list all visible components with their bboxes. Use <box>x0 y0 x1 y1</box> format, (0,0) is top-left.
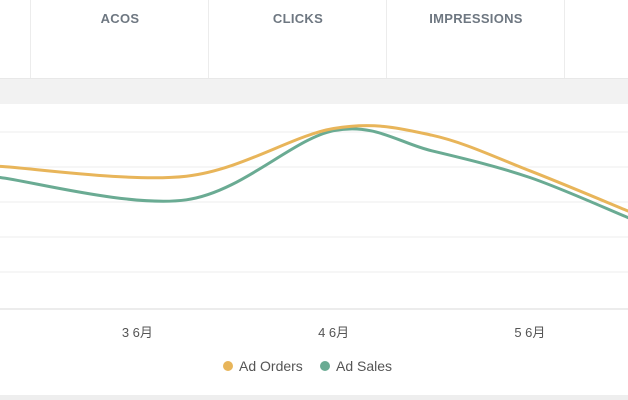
chart-series <box>0 124 628 220</box>
chart-legend: Ad Orders Ad Sales <box>223 358 392 374</box>
x-tick-label: 5 6月 <box>514 325 545 340</box>
chart-panel: 3 6月 4 6月 5 6月 Ad Orders Ad Sales <box>0 104 628 395</box>
metric-label-acos: ACOS <box>100 11 140 26</box>
metric-tab-clicks[interactable]: CLICKS <box>208 0 387 78</box>
legend-label[interactable]: Ad Sales <box>336 358 392 374</box>
metric-tab-partial-left[interactable] <box>0 0 30 78</box>
legend-label[interactable]: Ad Orders <box>239 358 303 374</box>
section-divider <box>0 79 628 104</box>
metrics-header: ACOS CLICKS IMPRESSIONS <box>0 0 628 79</box>
legend-swatch <box>223 361 233 371</box>
legend-swatch <box>320 361 330 371</box>
x-tick-label: 4 6月 <box>318 325 349 340</box>
metric-tab-acos[interactable]: ACOS <box>30 0 209 78</box>
metric-label-clicks: CLICKS <box>272 11 324 26</box>
line-chart: 3 6月 4 6月 5 6月 Ad Orders Ad Sales <box>0 124 628 374</box>
metric-tab-partial-right[interactable] <box>564 0 628 78</box>
chart-grid <box>0 131 628 310</box>
bottom-divider <box>0 395 628 400</box>
x-axis-ticks: 3 6月 4 6月 5 6月 <box>122 325 546 340</box>
metric-label-impressions: IMPRESSIONS <box>429 11 523 26</box>
metric-tab-impressions[interactable]: IMPRESSIONS <box>386 0 565 78</box>
x-tick-label: 3 6月 <box>122 325 153 340</box>
series-line-ad-orders[interactable] <box>0 124 628 213</box>
series-line-ad-sales[interactable] <box>0 127 628 220</box>
